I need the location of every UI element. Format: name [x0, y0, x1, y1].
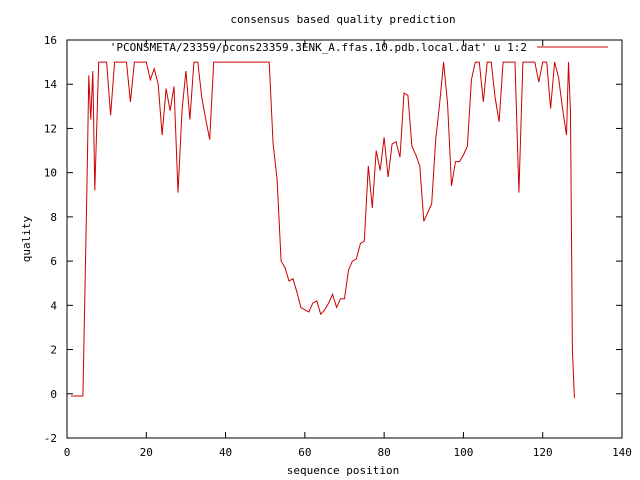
- x-tick-label: 120: [533, 446, 553, 459]
- series-line-0: [71, 61, 575, 399]
- legend-label: 'PCONSMETA/23359/pcons23359.3ENK_A.ffas.…: [110, 41, 527, 54]
- x-tick-label: 20: [140, 446, 153, 459]
- x-tick-label: 40: [219, 446, 232, 459]
- y-tick-label: 4: [50, 299, 57, 312]
- legend: 'PCONSMETA/23359/pcons23359.3ENK_A.ffas.…: [110, 41, 608, 54]
- y-tick-label: 10: [44, 167, 57, 180]
- y-tick-label: 12: [44, 122, 57, 135]
- x-axis: 0 20 40 60 80 100 120 140: [64, 40, 632, 459]
- x-tick-label: 0: [64, 446, 71, 459]
- x-tick-label: 140: [612, 446, 632, 459]
- y-axis-label: quality: [20, 215, 33, 262]
- y-tick-label: 14: [44, 78, 58, 91]
- y-axis: -2 0 2 4 6 8 10 12 14 16: [44, 34, 622, 445]
- x-axis-label: sequence position: [287, 464, 400, 477]
- y-tick-label: 6: [50, 255, 57, 268]
- chart-title: consensus based quality prediction: [230, 13, 455, 26]
- y-tick-label: 2: [50, 344, 57, 357]
- x-tick-label: 60: [298, 446, 311, 459]
- y-tick-label: 16: [44, 34, 57, 47]
- x-tick-label: 100: [453, 446, 473, 459]
- y-tick-label: -2: [44, 432, 57, 445]
- plot-frame: [66, 39, 623, 439]
- y-tick-label: 0: [50, 388, 57, 401]
- plot-area: [71, 61, 575, 399]
- y-tick-label: 8: [50, 211, 57, 224]
- x-tick-label: 80: [378, 446, 391, 459]
